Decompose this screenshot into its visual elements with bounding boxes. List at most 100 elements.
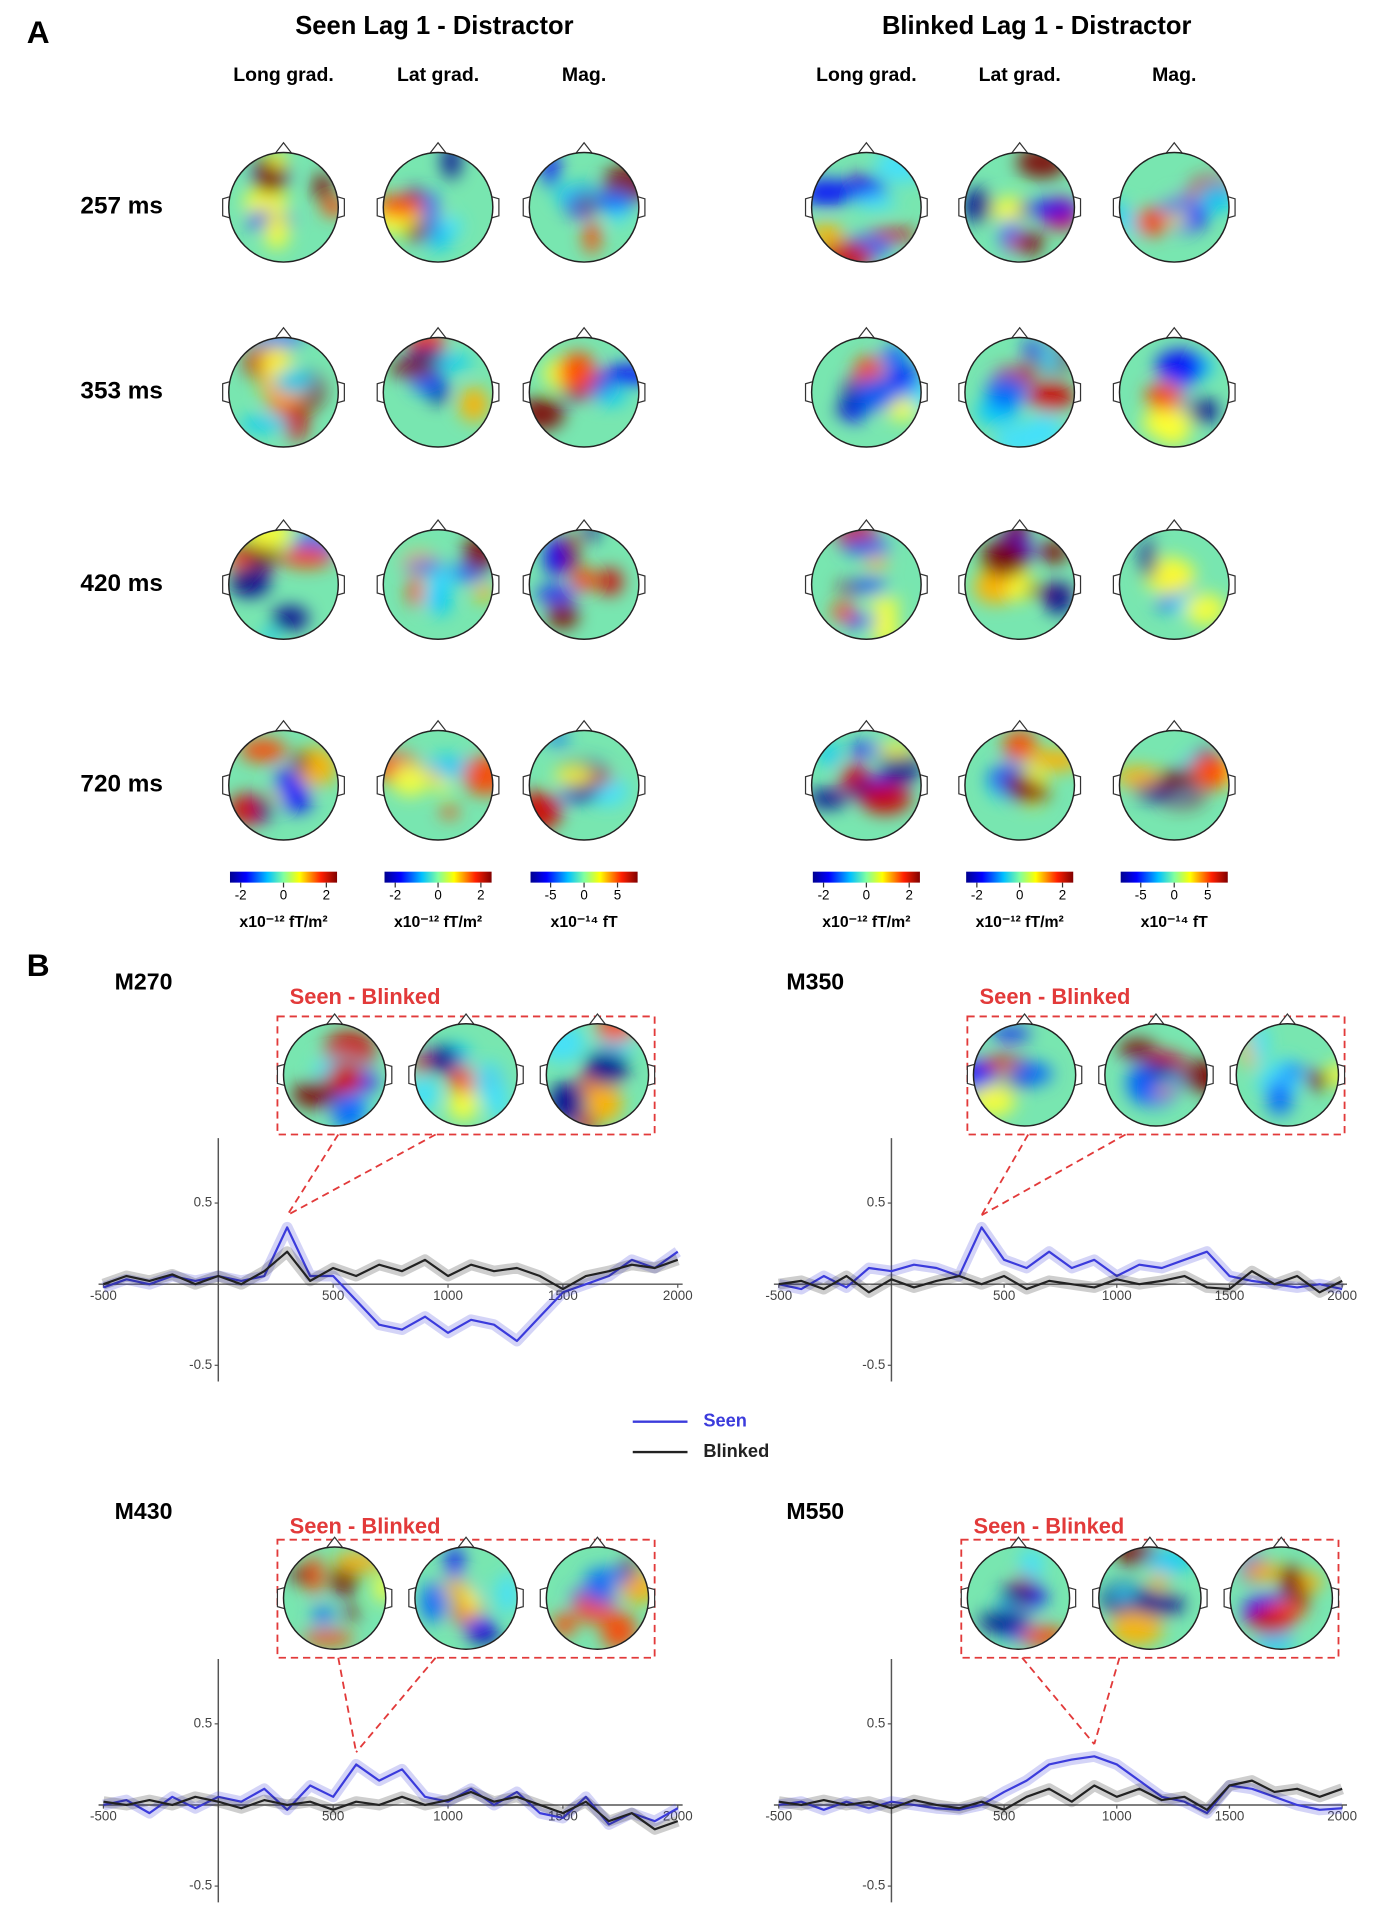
head-outline [1104, 1023, 1208, 1127]
annotation-pointer [286, 1133, 437, 1217]
field-blob [1184, 593, 1226, 626]
topomap [958, 141, 1082, 263]
field-blob [293, 750, 309, 773]
series-line [103, 1226, 679, 1343]
field-blob [464, 1617, 496, 1636]
field-blob [268, 152, 286, 170]
topomap-field [964, 529, 1075, 640]
topomap-field [529, 152, 639, 263]
field-blob [990, 1027, 1031, 1041]
field-blob [853, 377, 898, 412]
field-blobs [973, 529, 1075, 615]
head-outline [545, 1546, 650, 1650]
legend-label: Seen [703, 1410, 747, 1431]
colorbar-label: x10⁻¹² fT/m² [239, 914, 327, 931]
field-blob [1155, 349, 1205, 383]
topomap-field [1119, 529, 1229, 640]
topomap [1112, 326, 1236, 448]
y-tick-label: 0.5 [867, 1715, 886, 1730]
field-blob [280, 546, 334, 568]
topomap-field [228, 337, 339, 448]
field-blob [312, 172, 333, 201]
topomap-field [383, 337, 493, 448]
field-blob [389, 359, 437, 379]
topomap [276, 1013, 393, 1127]
field-blob [1044, 582, 1073, 615]
annotation-pointer [355, 1657, 437, 1753]
topomap [804, 141, 928, 263]
field-blob [423, 228, 452, 251]
field-blob [273, 369, 315, 395]
nose [575, 326, 594, 340]
field-blob [473, 583, 493, 603]
field-blob [256, 337, 303, 350]
series-line [778, 1270, 1343, 1294]
colorbar [384, 871, 492, 883]
x-tick-label: 2000 [1327, 1809, 1357, 1824]
field-blobs [975, 339, 1075, 448]
field-blob [1018, 229, 1043, 256]
colorbar-tick-label: 0 [434, 888, 441, 903]
colorbar-label: x10⁻¹² fT/m² [822, 914, 910, 931]
field-blob [831, 602, 856, 622]
x-tick-label: 1000 [433, 1809, 463, 1824]
field-blob [1267, 1600, 1308, 1618]
field-blob [1024, 339, 1041, 359]
topomap [1112, 519, 1236, 640]
nose [857, 141, 876, 155]
row-label: 353 ms [80, 378, 163, 405]
field-blob [546, 1024, 586, 1063]
nose [1010, 326, 1029, 340]
field-blob [443, 1579, 469, 1599]
colorbar-tick-label: -2 [818, 888, 830, 903]
field-blob [597, 568, 623, 596]
field-blob [811, 788, 848, 809]
head-outline [228, 336, 340, 448]
field-blob [1019, 1548, 1044, 1581]
row-label: 257 ms [80, 193, 163, 220]
colorbar-tick-label: 0 [1170, 888, 1177, 903]
topomap-field [1230, 1547, 1333, 1650]
field-blobs [529, 732, 629, 832]
field-blob [1188, 398, 1219, 424]
nose [274, 519, 293, 532]
topomap-field [811, 337, 922, 448]
field-blob [284, 402, 308, 442]
topomap-field [414, 1023, 518, 1126]
nose [857, 519, 876, 532]
annotation-pointer [981, 1133, 1126, 1217]
annotation: Seen - Blinked [980, 984, 1131, 1009]
x-tick-label: 500 [322, 1809, 344, 1824]
topomap [966, 1013, 1083, 1127]
topomap [522, 141, 646, 263]
field-blob [1188, 753, 1229, 790]
head-outline [810, 729, 922, 841]
y-tick-label: 0.5 [867, 1195, 886, 1210]
x-tick-label: 2000 [663, 1288, 693, 1303]
topomap [376, 141, 500, 263]
nose [274, 141, 293, 155]
column-label: Lat grad. [979, 64, 1061, 86]
field-blob [581, 529, 599, 542]
head-outline [414, 1023, 518, 1127]
colorbar-tick-label: 0 [863, 888, 870, 903]
head-outline [810, 151, 922, 263]
topomap [804, 326, 928, 448]
x-tick-label: -500 [765, 1288, 792, 1303]
field-blob [331, 1089, 366, 1126]
annotation: Seen - Blinked [290, 1513, 441, 1538]
field-blob [980, 539, 1029, 578]
field-blob [584, 1049, 629, 1086]
topomap [222, 519, 345, 640]
nose [1165, 326, 1184, 340]
field-blob [280, 792, 313, 813]
field-blobs [239, 337, 325, 442]
topomap-field [228, 730, 339, 841]
field-blob [1027, 200, 1075, 219]
field-blob [440, 805, 459, 819]
field-blob [978, 1055, 1021, 1071]
head-outline [282, 1023, 387, 1127]
field-blob [422, 191, 440, 233]
series-line [778, 1755, 1343, 1815]
field-blobs [831, 529, 902, 640]
